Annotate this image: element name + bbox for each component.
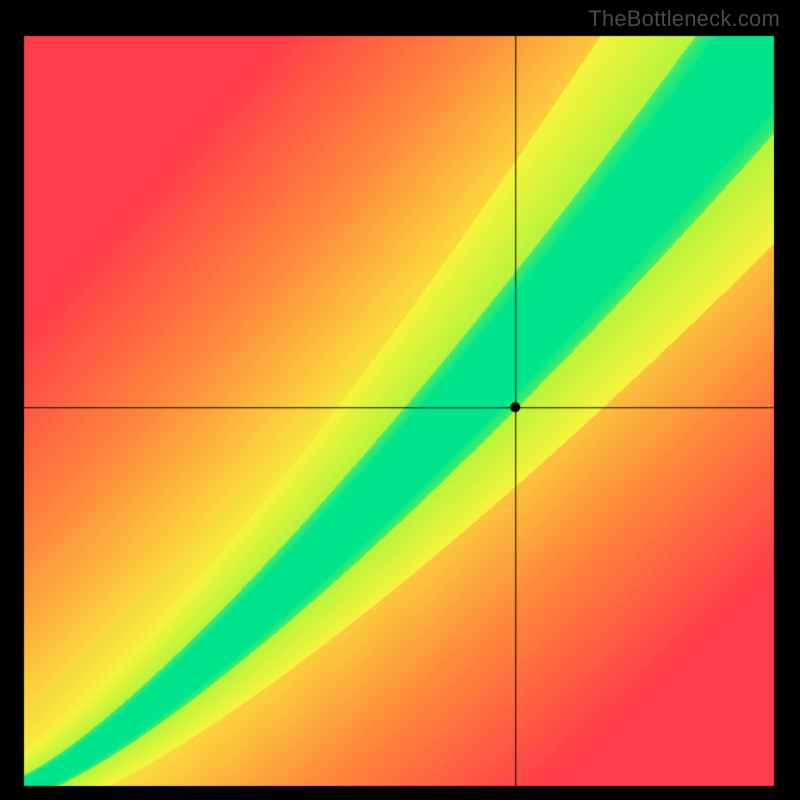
bottleneck-heatmap-canvas [0, 0, 800, 800]
watermark-text: TheBottleneck.com [588, 6, 780, 32]
chart-container: TheBottleneck.com [0, 0, 800, 800]
